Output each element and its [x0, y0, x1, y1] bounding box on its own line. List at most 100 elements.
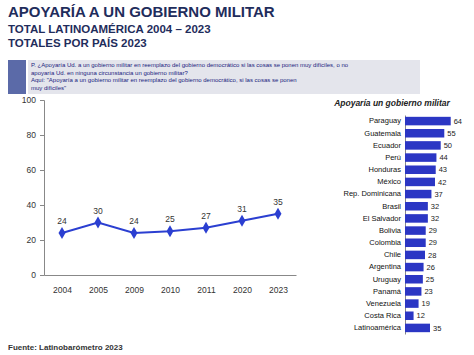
tick: Latinoamérica [354, 323, 402, 332]
tick-label: Colombia [369, 238, 402, 247]
data-label: 37 [434, 190, 442, 199]
data-label: 26 [427, 263, 435, 272]
data-label: 19 [422, 299, 430, 308]
tick: Panamá [373, 287, 402, 296]
data-label: 29 [429, 238, 437, 247]
bar [405, 263, 424, 272]
tick: Argentina [369, 262, 402, 271]
bar-chart: Apoyaría un gobierno militarParaguayGuat… [333, 98, 462, 335]
tick: 2004 [53, 285, 72, 295]
chart-title: Apoyaría un gobierno militar [333, 98, 450, 108]
tick-label: Perú [385, 153, 401, 162]
bar [405, 129, 444, 138]
tick: Venezuela [366, 299, 402, 308]
data-label: 64 [454, 117, 462, 126]
tick: 20 [27, 235, 44, 245]
tick-label: Panamá [373, 287, 402, 296]
marker [167, 225, 174, 237]
tick: 100 [22, 95, 44, 105]
question-text: P. ¿Apoyaría Ud. a un gobierno militar e… [31, 62, 349, 68]
tick: El Salvador [363, 214, 402, 223]
bar [405, 153, 436, 162]
tick: Guatemala [364, 129, 402, 138]
data-label: 27 [201, 211, 211, 221]
tick-label: Chile [384, 250, 401, 259]
tick: 0 [31, 270, 44, 280]
tick-mark [40, 100, 44, 101]
tick-mark [40, 170, 44, 171]
tick-label: Brasil [382, 202, 401, 211]
tick-label: 0 [31, 270, 36, 280]
data-label: 23 [424, 287, 432, 296]
line-chart: 0204060801002004200520092010201120202023… [22, 95, 297, 295]
tick: 60 [27, 165, 44, 175]
question-text: Aquí: "Apoyaría a un gobierno militar en… [31, 77, 297, 83]
data-label: 30 [93, 206, 103, 216]
bar [405, 238, 426, 247]
source: Fuente: Latinobarómetro 2023 [8, 343, 123, 352]
tick-label: Ecuador [373, 141, 401, 150]
bar [405, 117, 451, 126]
data-label: 50 [444, 141, 452, 150]
bar [405, 251, 425, 260]
data-label: 42 [438, 178, 446, 187]
data-label: 25 [165, 214, 175, 224]
bar [405, 275, 423, 284]
tick: 40 [27, 200, 44, 210]
plot-area [59, 208, 282, 239]
tick: 2009 [125, 285, 144, 295]
tick: 2011 [197, 285, 216, 295]
tick-label: 2010 [161, 285, 180, 295]
title: APOYARÍA A UN GOBIERNO MILITAR [8, 3, 275, 20]
marker [59, 227, 66, 239]
tick-mark [40, 275, 44, 276]
tick-mark [40, 135, 44, 136]
data-label: 24 [129, 216, 139, 226]
tick-label: Honduras [368, 165, 401, 174]
subtitle: TOTALES POR PAÍS 2023 [8, 37, 147, 49]
bar [405, 178, 435, 187]
bar [405, 324, 430, 333]
tick-label: 2004 [53, 285, 72, 295]
tick: Chile [384, 250, 401, 259]
bar [405, 214, 428, 223]
marker [203, 222, 210, 234]
tick-label: 2020 [233, 285, 252, 295]
tick: Perú [385, 153, 401, 162]
tick: Brasil [382, 202, 401, 211]
tick: México [377, 177, 401, 186]
bar [405, 202, 428, 211]
marker [275, 208, 282, 220]
subtitle: TOTAL LATINOAMÉRICA 2004 – 2023 [8, 23, 211, 35]
tick: Ecuador [373, 141, 401, 150]
data-labels: 645550444342373232292928262523191235 [417, 117, 462, 333]
bar [405, 299, 419, 308]
marker [131, 227, 138, 239]
tick-label: 2023 [269, 285, 288, 295]
data-label: 25 [426, 275, 434, 284]
y-axis: 0 20 40 60 80 100 [22, 95, 45, 280]
data-label: 43 [439, 165, 447, 174]
data-labels: 24302425273135 [57, 197, 283, 226]
data-label: 32 [431, 214, 439, 223]
tick-label: 40 [27, 200, 37, 210]
tick-label: México [377, 177, 401, 186]
question-box [28, 60, 420, 94]
tick-label: 100 [22, 95, 36, 105]
tick: 2023 [269, 285, 288, 295]
tick: Rep. Dominicana [343, 189, 401, 198]
question-accent [8, 60, 26, 94]
tick: 80 [27, 130, 44, 140]
bar [405, 141, 441, 150]
data-label: 35 [273, 197, 283, 207]
data-label: 44 [439, 153, 447, 162]
marker [239, 215, 246, 227]
tick-label: 2011 [197, 285, 216, 295]
x-axis: 2004200520092010201120202023 [45, 276, 297, 296]
question-text: muy difíciles" [31, 85, 66, 91]
category-axis: ParaguayGuatemalaEcuadorPerúHondurasMéxi… [343, 116, 405, 335]
tick-label: 2009 [125, 285, 144, 295]
bar [405, 226, 426, 235]
tick-label: Costa Rica [364, 311, 402, 320]
tick-mark [40, 205, 44, 206]
